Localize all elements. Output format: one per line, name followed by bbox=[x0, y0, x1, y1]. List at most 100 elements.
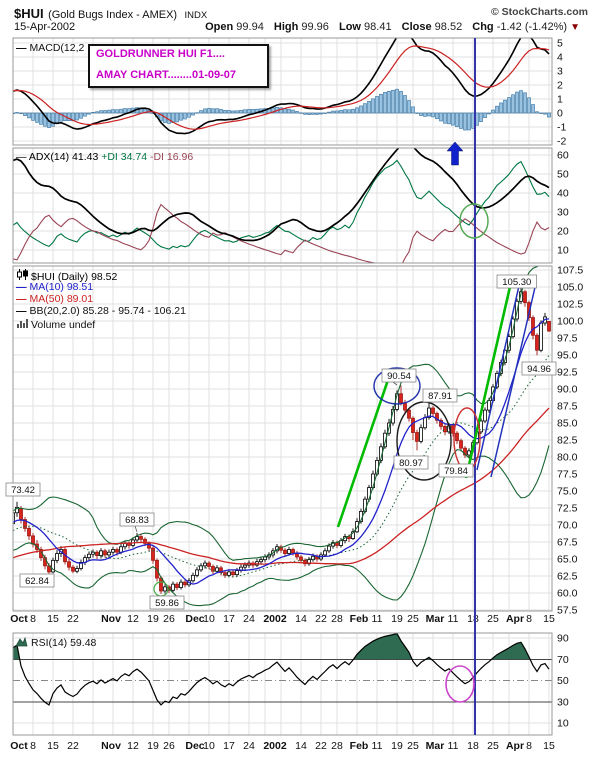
macd-histogram-bar bbox=[291, 109, 295, 114]
chart-header: $HUI (Gold Bugs Index - AMEX) INDX bbox=[14, 5, 590, 21]
date-tick: Oct bbox=[10, 740, 28, 752]
annotation-ellipse bbox=[445, 665, 475, 703]
candle-down bbox=[27, 528, 31, 537]
macd-histogram-bar bbox=[15, 112, 19, 114]
price-callout-text: 105.30 bbox=[502, 277, 531, 288]
date-tick: 8 bbox=[30, 740, 36, 752]
candle-up bbox=[91, 551, 95, 555]
price-panel-legend: $HUI (Daily) 98.52— MA(10) 98.51— MA(50) 8… bbox=[16, 269, 186, 331]
candle-up bbox=[99, 550, 103, 557]
date-tick: Apr bbox=[506, 613, 524, 625]
macd-histogram-bar bbox=[223, 109, 227, 114]
macd-histogram-bar bbox=[379, 93, 383, 114]
price-callout-box bbox=[496, 274, 537, 289]
price-callout-box bbox=[438, 463, 474, 478]
price-ytick: 62.5 bbox=[557, 571, 578, 583]
date-tick: 12 bbox=[127, 740, 139, 752]
macd-ytick: 3 bbox=[557, 66, 563, 78]
price-ytick: 92.5 bbox=[557, 367, 578, 379]
macd-histogram-bar bbox=[531, 104, 535, 114]
candle-down bbox=[415, 432, 419, 442]
macd-panel bbox=[13, 38, 551, 135]
candle-up bbox=[235, 570, 239, 576]
low-label: Low bbox=[338, 21, 361, 33]
candle-up bbox=[483, 409, 487, 422]
macd-histogram-bar bbox=[543, 112, 547, 115]
macd-histogram-bar bbox=[227, 110, 231, 114]
macd-histogram-bar bbox=[519, 90, 523, 114]
symbol-name: (Gold Bugs Index - AMEX) bbox=[48, 9, 178, 21]
adx-ytick: 30 bbox=[557, 207, 569, 219]
candle-up bbox=[383, 432, 387, 448]
rsi-legend-label: RSI(14) 59.48 bbox=[31, 637, 97, 649]
date-tick: 18 bbox=[467, 740, 479, 752]
adx-panel-border bbox=[12, 147, 553, 264]
price-ytick: 72.5 bbox=[557, 503, 578, 515]
adx-line bbox=[13, 148, 550, 242]
macd-ytick: -1 bbox=[557, 122, 566, 134]
candle-up bbox=[135, 536, 139, 541]
candle-down bbox=[303, 559, 307, 565]
low-value: 98.41 bbox=[364, 21, 392, 33]
rsi-overbought-fill bbox=[13, 645, 20, 660]
annotation-line2: AMAY CHART........01-09-07 bbox=[96, 69, 236, 81]
price-ytick: 67.5 bbox=[557, 537, 578, 549]
macd-histogram-bar bbox=[27, 112, 31, 119]
macd-signal-line bbox=[13, 45, 550, 130]
date-tick: 11 bbox=[372, 613, 383, 625]
chg-label: Chg bbox=[472, 21, 494, 33]
price-ytick: 65.0 bbox=[557, 554, 578, 566]
date-tick: 11 bbox=[448, 613, 459, 625]
candle-down bbox=[531, 317, 535, 336]
date-tick: 17 bbox=[223, 613, 235, 625]
date-tick: Feb bbox=[350, 613, 369, 625]
date-tick: 8 bbox=[526, 740, 532, 752]
macd-histogram-bar bbox=[59, 112, 63, 122]
main-panel-border bbox=[12, 265, 553, 612]
price-ytick: 95.0 bbox=[557, 350, 578, 362]
macd-panel-border bbox=[12, 37, 553, 146]
macd-histogram-bar bbox=[507, 97, 511, 114]
high-label: High bbox=[273, 21, 299, 33]
candle-up bbox=[163, 586, 167, 592]
macd-histogram-bar bbox=[399, 91, 403, 114]
rect bbox=[23, 323, 25, 328]
quote-row: 15-Apr-2002 Open 99.94 High 99.96 Low 98… bbox=[14, 21, 590, 35]
legend-row: — MA(50) 89.01 bbox=[16, 293, 186, 305]
candle-up bbox=[487, 400, 491, 411]
macd-histogram-bar bbox=[503, 99, 507, 114]
macd-histogram-bar bbox=[343, 109, 347, 114]
macd-histogram-bar bbox=[107, 109, 111, 114]
legend-row: — BB(20,2.0) 85.28 - 95.74 - 106.21 bbox=[16, 305, 186, 317]
candle-down bbox=[523, 291, 527, 304]
macd-histogram-bar bbox=[179, 112, 183, 121]
macd-histogram-bar bbox=[19, 112, 23, 114]
macd-histogram-bar bbox=[339, 110, 343, 114]
price-callout-text: 73.42 bbox=[11, 485, 35, 496]
macd-ytick: 1 bbox=[557, 94, 563, 106]
price-ytick: 102.5 bbox=[557, 299, 583, 311]
candle-down bbox=[175, 583, 179, 588]
adx-legend-part: -DI 16.96 bbox=[149, 151, 194, 163]
bb-middle-band bbox=[13, 354, 550, 578]
macd-histogram-bar bbox=[403, 95, 407, 114]
macd-histogram-bar bbox=[451, 112, 455, 126]
candle-down bbox=[299, 556, 303, 561]
date-tick: 25 bbox=[407, 613, 419, 625]
macd-histogram-bar bbox=[199, 110, 203, 114]
macd-histogram-bar bbox=[523, 92, 527, 114]
macd-histogram-bar bbox=[431, 112, 435, 118]
chg-down-arrow-icon: ▼ bbox=[570, 22, 580, 33]
adx-ytick: 50 bbox=[557, 169, 569, 181]
date-tick: 25 bbox=[487, 740, 499, 752]
rsi-area-glyph bbox=[15, 636, 28, 647]
date-tick: 28 bbox=[331, 613, 343, 625]
macd-histogram-bar bbox=[123, 108, 127, 114]
price-ytick: 87.5 bbox=[557, 401, 578, 413]
candle-up bbox=[243, 564, 247, 568]
macd-histogram-bar bbox=[115, 109, 119, 114]
price-ytick: 85.0 bbox=[557, 418, 578, 430]
macd-histogram-bar bbox=[535, 111, 539, 114]
price-ytick: 105.0 bbox=[557, 282, 583, 294]
